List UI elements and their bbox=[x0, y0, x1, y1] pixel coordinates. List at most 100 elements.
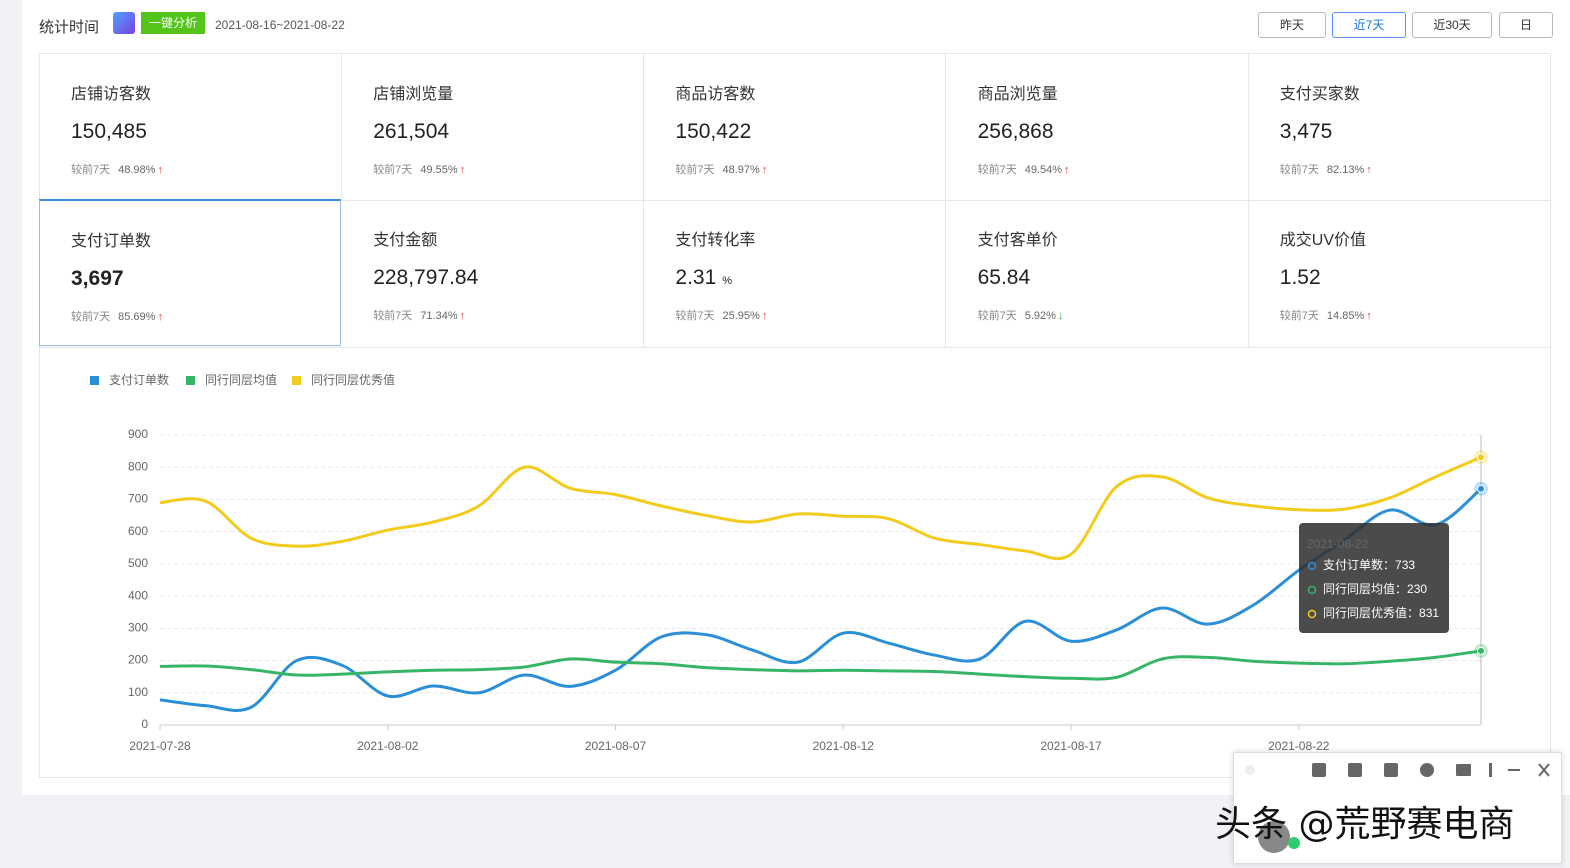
x-tick-label: 2021-08-22 bbox=[1268, 739, 1330, 753]
tooltip-name: 支付订单数 bbox=[1323, 557, 1383, 572]
compare-label: 较前7天 bbox=[1279, 164, 1319, 176]
tooltip-separator: ： bbox=[1383, 558, 1395, 572]
card-value-text: 1.52 bbox=[1279, 266, 1321, 289]
watermark: 头条 @荒野赛电商 bbox=[1215, 804, 1515, 845]
end-point bbox=[1477, 484, 1485, 493]
card-value: 228,797.84 bbox=[373, 266, 478, 290]
series-line bbox=[159, 487, 1482, 712]
toolbar-icon[interactable] bbox=[1348, 763, 1362, 777]
y-tick-label: 700 bbox=[128, 492, 148, 506]
card-title: 店铺浏览量 bbox=[373, 86, 454, 103]
card-value: 150,485 bbox=[71, 120, 147, 144]
legend-label: 同行同层优秀值 bbox=[311, 372, 395, 387]
card-title: 店铺访客数 bbox=[71, 86, 152, 103]
x-tick-label: 2021-07-28 bbox=[129, 739, 191, 753]
card-compare: 较前7天 48.98% ↑ bbox=[71, 161, 163, 177]
metric-card[interactable]: 支付转化率 2.31% 较前7天 25.95% ↑ bbox=[644, 200, 947, 347]
avatar bbox=[1258, 821, 1290, 853]
card-value-text: 228,797.84 bbox=[373, 266, 479, 289]
toolbar-icon[interactable] bbox=[1508, 769, 1520, 771]
card-value-text: 65.84 bbox=[977, 266, 1031, 289]
compare-change: 48.98% bbox=[118, 164, 156, 176]
toolbar-icon[interactable] bbox=[1384, 763, 1398, 777]
metric-card[interactable]: 支付订单数 3,697 较前7天 85.69% ↑ bbox=[39, 199, 341, 346]
compare-label: 较前7天 bbox=[1279, 310, 1319, 322]
x-tick-label: 2021-08-17 bbox=[1040, 739, 1102, 753]
card-compare: 较前7天 5.92% ↓ bbox=[978, 307, 1064, 323]
toolbar-icons bbox=[1245, 763, 1550, 853]
card-value: 261,504 bbox=[373, 120, 449, 144]
range-button[interactable]: 昨天 bbox=[1258, 12, 1326, 38]
y-tick-label: 200 bbox=[128, 653, 148, 667]
compare-label: 较前7天 bbox=[71, 164, 111, 176]
card-compare: 较前7天 82.13% ↑ bbox=[1280, 161, 1372, 177]
metric-card[interactable]: 店铺浏览量 261,504 较前7天 49.55% ↑ bbox=[342, 54, 645, 201]
metric-card[interactable]: 成交UV价值 1.52 较前7天 14.85% ↑ bbox=[1249, 200, 1551, 347]
compare-label: 较前7天 bbox=[977, 310, 1017, 322]
card-value: 256,868 bbox=[978, 120, 1054, 144]
card-value-text: 3,475 bbox=[1279, 120, 1333, 143]
logo-icon bbox=[113, 12, 135, 34]
card-value-text: 150,485 bbox=[71, 120, 147, 143]
compare-label: 较前7天 bbox=[373, 164, 413, 176]
toolbar-icon[interactable] bbox=[1489, 763, 1492, 777]
card-title: 支付订单数 bbox=[71, 233, 152, 250]
tooltip-value: 831 bbox=[1419, 606, 1439, 620]
metric-card[interactable]: 商品浏览量 256,868 较前7天 49.54% ↑ bbox=[946, 54, 1249, 201]
compare-label: 较前7天 bbox=[71, 311, 111, 323]
card-compare: 较前7天 85.69% ↑ bbox=[71, 308, 163, 324]
range-button[interactable]: 近7天 bbox=[1332, 12, 1406, 38]
floating-toolbar bbox=[1233, 752, 1562, 864]
y-tick-label: 400 bbox=[128, 588, 148, 602]
card-title: 支付转化率 bbox=[675, 232, 756, 249]
trend-arrow: ↑ bbox=[1366, 164, 1372, 176]
y-tick-label: 500 bbox=[128, 556, 148, 570]
metric-card[interactable]: 商品访客数 150,422 较前7天 48.97% ↑ bbox=[644, 54, 947, 201]
toolbar-icon[interactable] bbox=[1538, 763, 1550, 777]
metric-card[interactable]: 支付金额 228,797.84 较前7天 71.34% ↑ bbox=[342, 200, 645, 347]
trend-arrow: ↑ bbox=[761, 310, 768, 322]
x-tick-label: 2021-08-12 bbox=[813, 739, 875, 753]
trend-arrow: ↑ bbox=[761, 164, 768, 176]
card-compare: 较前7天 25.95% ↑ bbox=[675, 307, 767, 323]
y-tick-label: 900 bbox=[128, 427, 148, 441]
metric-card[interactable]: 支付买家数 3,475 较前7天 82.13% ↑ bbox=[1248, 54, 1551, 201]
card-title: 支付金额 bbox=[373, 232, 438, 249]
y-tick-label: 0 bbox=[141, 717, 148, 731]
series-line bbox=[159, 455, 1482, 560]
analyze-button[interactable]: 一键分析 bbox=[141, 12, 206, 34]
card-value: 1.52 bbox=[1280, 266, 1321, 290]
compare-label: 较前7天 bbox=[675, 164, 715, 176]
toolbar-icon[interactable] bbox=[1456, 764, 1471, 776]
card-value-text: 261,504 bbox=[373, 120, 450, 143]
range-button[interactable]: 近30天 bbox=[1412, 12, 1492, 38]
toolbar-icon[interactable] bbox=[1312, 763, 1326, 777]
tooltip-name: 同行同层优秀值 bbox=[1323, 605, 1407, 620]
compare-change: 49.54% bbox=[1024, 164, 1063, 176]
card-value: 150,422 bbox=[675, 120, 751, 144]
card-title: 商品访客数 bbox=[675, 86, 756, 103]
x-tick-label: 2021-08-07 bbox=[585, 739, 647, 753]
trend-arrow: ↑ bbox=[459, 164, 466, 176]
tooltip-row: 支付订单数：733 bbox=[1323, 557, 1415, 572]
toolbar-icon[interactable] bbox=[1420, 763, 1434, 777]
card-value-text: 256,868 bbox=[977, 120, 1054, 143]
metric-card[interactable]: 支付客单价 65.84 较前7天 5.92% ↓ bbox=[947, 200, 1249, 347]
tooltip-row: 同行同层优秀值：831 bbox=[1323, 605, 1439, 620]
range-button[interactable]: 日 bbox=[1499, 12, 1553, 38]
card-title: 商品浏览量 bbox=[977, 86, 1058, 103]
tooltip-name: 同行同层均值 bbox=[1323, 581, 1395, 596]
card-title: 支付客单价 bbox=[977, 232, 1058, 249]
tooltip-box bbox=[1299, 523, 1449, 633]
compare-label: 较前7天 bbox=[373, 310, 413, 322]
tooltip-separator: ： bbox=[1407, 606, 1419, 620]
y-tick-label: 800 bbox=[128, 459, 148, 473]
trend-arrow: ↑ bbox=[157, 311, 163, 323]
legend-swatch bbox=[90, 376, 99, 385]
card-value: 3,475 bbox=[1280, 120, 1333, 144]
legend-label: 支付订单数 bbox=[109, 372, 169, 387]
card-compare: 较前7天 48.97% ↑ bbox=[675, 161, 767, 177]
compare-change: 5.92% bbox=[1024, 310, 1056, 322]
tooltip-row: 同行同层均值：230 bbox=[1323, 581, 1427, 596]
